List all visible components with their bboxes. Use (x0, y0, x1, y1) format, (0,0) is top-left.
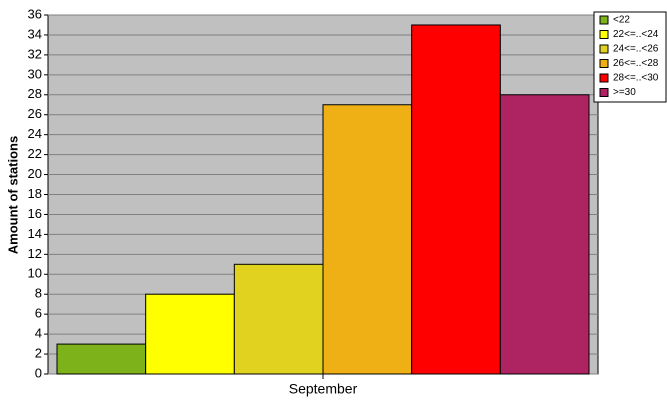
bar (56, 343, 147, 375)
legend-swatch (599, 15, 609, 25)
y-tick-label: 36 (28, 6, 42, 21)
y-tick-label: 22 (28, 146, 42, 161)
y-tick-label: 30 (28, 66, 42, 81)
y-tick-label: 24 (28, 126, 42, 141)
y-tick-label: 28 (28, 86, 42, 101)
y-tick-label: 14 (28, 226, 42, 241)
legend-label: 26<=..<28 (613, 58, 659, 69)
bar (322, 104, 413, 375)
y-tick-label: 16 (28, 206, 42, 221)
x-tick-label: September (289, 381, 358, 397)
y-tick-label: 18 (28, 186, 42, 201)
legend-label: 28<=..<30 (613, 73, 659, 84)
y-tick-label: 2 (35, 345, 42, 360)
y-tick-label: 32 (28, 46, 42, 61)
y-tick-label: 10 (28, 266, 42, 281)
legend-label: <22 (613, 15, 630, 26)
y-tick-label: 0 (35, 365, 42, 380)
y-tick-label: 12 (28, 246, 42, 261)
legend-label: 24<=..<26 (613, 44, 659, 55)
bar (145, 293, 235, 375)
bar (233, 263, 324, 375)
legend-label: >=30 (613, 87, 636, 98)
y-tick-label: 6 (35, 306, 42, 321)
legend-swatch (599, 30, 609, 39)
legend-swatch (599, 59, 609, 68)
y-axis-label: Amount of stations (5, 136, 20, 254)
y-tick-label: 26 (28, 106, 42, 121)
y-tick-label: 20 (28, 166, 42, 181)
legend-label: 22<=..<24 (613, 29, 659, 40)
legend-swatch (599, 44, 609, 54)
y-tick-label: 34 (28, 26, 42, 41)
y-tick-label: 8 (35, 286, 42, 301)
legend-box (593, 11, 667, 103)
legend-swatch (599, 73, 609, 83)
y-tick-label: 4 (35, 326, 42, 341)
bar (499, 94, 590, 375)
bar (411, 24, 501, 375)
legend-swatch (599, 88, 609, 97)
